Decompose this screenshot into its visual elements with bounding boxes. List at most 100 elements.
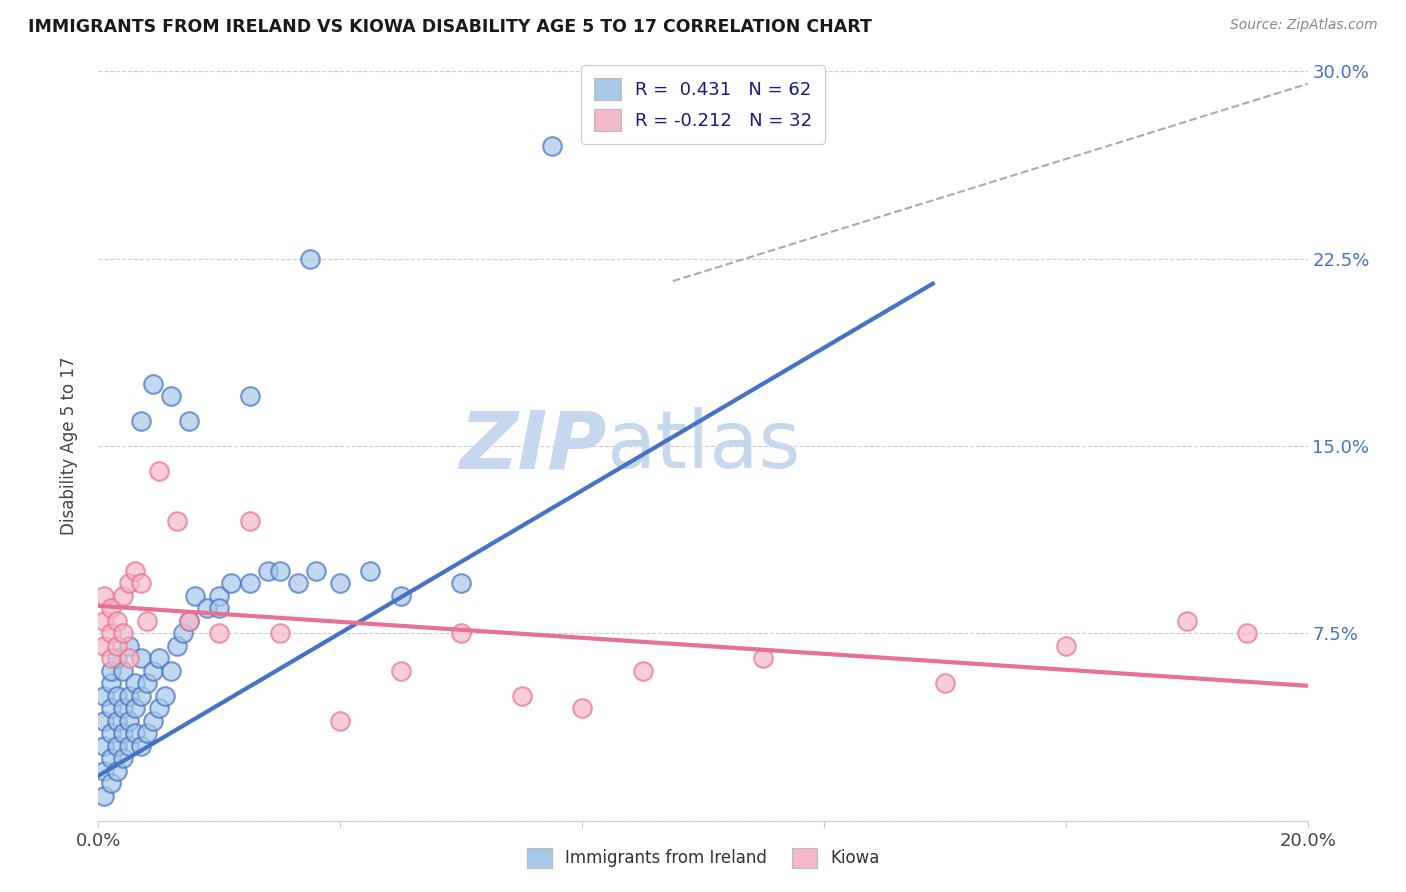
Point [118, 639, 141, 653]
Point [148, 651, 170, 665]
Point [93, 589, 115, 603]
Point [124, 701, 146, 715]
Point [269, 626, 291, 640]
Point [148, 464, 170, 478]
Point [934, 676, 956, 690]
Point [135, 614, 157, 628]
Point [239, 389, 262, 403]
Point [100, 726, 122, 740]
Point [148, 701, 170, 715]
Point [118, 689, 141, 703]
Point [93, 764, 115, 778]
Point [118, 739, 141, 753]
Point [105, 639, 128, 653]
Point [100, 651, 122, 665]
Point [105, 651, 128, 665]
Point [287, 576, 309, 591]
Point [129, 739, 152, 753]
Point [160, 389, 183, 403]
Point [118, 576, 141, 591]
Point [100, 701, 122, 715]
Point [124, 676, 146, 690]
Point [329, 714, 352, 728]
Point [221, 576, 243, 591]
Point [105, 739, 128, 753]
Point [142, 664, 165, 678]
Point [153, 689, 176, 703]
Point [631, 664, 654, 678]
Text: IMMIGRANTS FROM IRELAND VS KIOWA DISABILITY AGE 5 TO 17 CORRELATION CHART: IMMIGRANTS FROM IRELAND VS KIOWA DISABIL… [28, 18, 872, 36]
Point [93, 739, 115, 753]
Point [124, 564, 146, 578]
Point [299, 252, 322, 266]
Point [129, 651, 152, 665]
Point [450, 626, 472, 640]
Point [93, 789, 115, 803]
Point [129, 689, 152, 703]
Point [118, 651, 141, 665]
Point [111, 626, 134, 640]
Point [389, 589, 412, 603]
Point [111, 751, 134, 765]
Point [135, 726, 157, 740]
Point [129, 576, 152, 591]
Point [195, 601, 218, 615]
Point [752, 651, 775, 665]
Point [172, 626, 194, 640]
Point [450, 576, 472, 591]
Text: ZIP: ZIP [458, 407, 606, 485]
Point [208, 601, 231, 615]
Point [105, 714, 128, 728]
Point [269, 564, 291, 578]
Point [105, 689, 128, 703]
Point [105, 764, 128, 778]
Point [179, 614, 201, 628]
Point [93, 689, 115, 703]
Legend: Immigrants from Ireland, Kiowa: Immigrants from Ireland, Kiowa [520, 841, 886, 875]
Point [118, 714, 141, 728]
Text: Source: ZipAtlas.com: Source: ZipAtlas.com [1230, 18, 1378, 32]
Point [305, 564, 328, 578]
Point [389, 664, 412, 678]
Point [100, 676, 122, 690]
Point [100, 601, 122, 615]
Y-axis label: Disability Age 5 to 17: Disability Age 5 to 17 [59, 357, 77, 535]
Point [111, 726, 134, 740]
Point [111, 701, 134, 715]
Point [93, 639, 115, 653]
Point [179, 414, 201, 428]
Point [142, 714, 165, 728]
Point [179, 614, 201, 628]
Point [208, 626, 231, 640]
Point [208, 589, 231, 603]
Legend: R =  0.431   N = 62, R = -0.212   N = 32: R = 0.431 N = 62, R = -0.212 N = 32 [581, 65, 825, 144]
Point [239, 576, 262, 591]
Point [160, 664, 183, 678]
Point [100, 751, 122, 765]
Point [111, 664, 134, 678]
Point [93, 614, 115, 628]
Point [571, 701, 593, 715]
Point [100, 626, 122, 640]
Point [360, 564, 382, 578]
Point [135, 676, 157, 690]
Point [540, 139, 562, 153]
Point [1054, 639, 1077, 653]
Point [184, 589, 207, 603]
Point [142, 376, 165, 391]
Point [100, 664, 122, 678]
Point [166, 639, 188, 653]
Point [1175, 614, 1198, 628]
Text: atlas: atlas [606, 407, 800, 485]
Point [510, 689, 533, 703]
Point [105, 614, 128, 628]
Point [329, 576, 352, 591]
Point [100, 776, 122, 790]
Point [239, 514, 262, 528]
Point [1236, 626, 1258, 640]
Point [166, 514, 188, 528]
Point [129, 414, 152, 428]
Point [256, 564, 278, 578]
Point [93, 714, 115, 728]
Point [124, 726, 146, 740]
